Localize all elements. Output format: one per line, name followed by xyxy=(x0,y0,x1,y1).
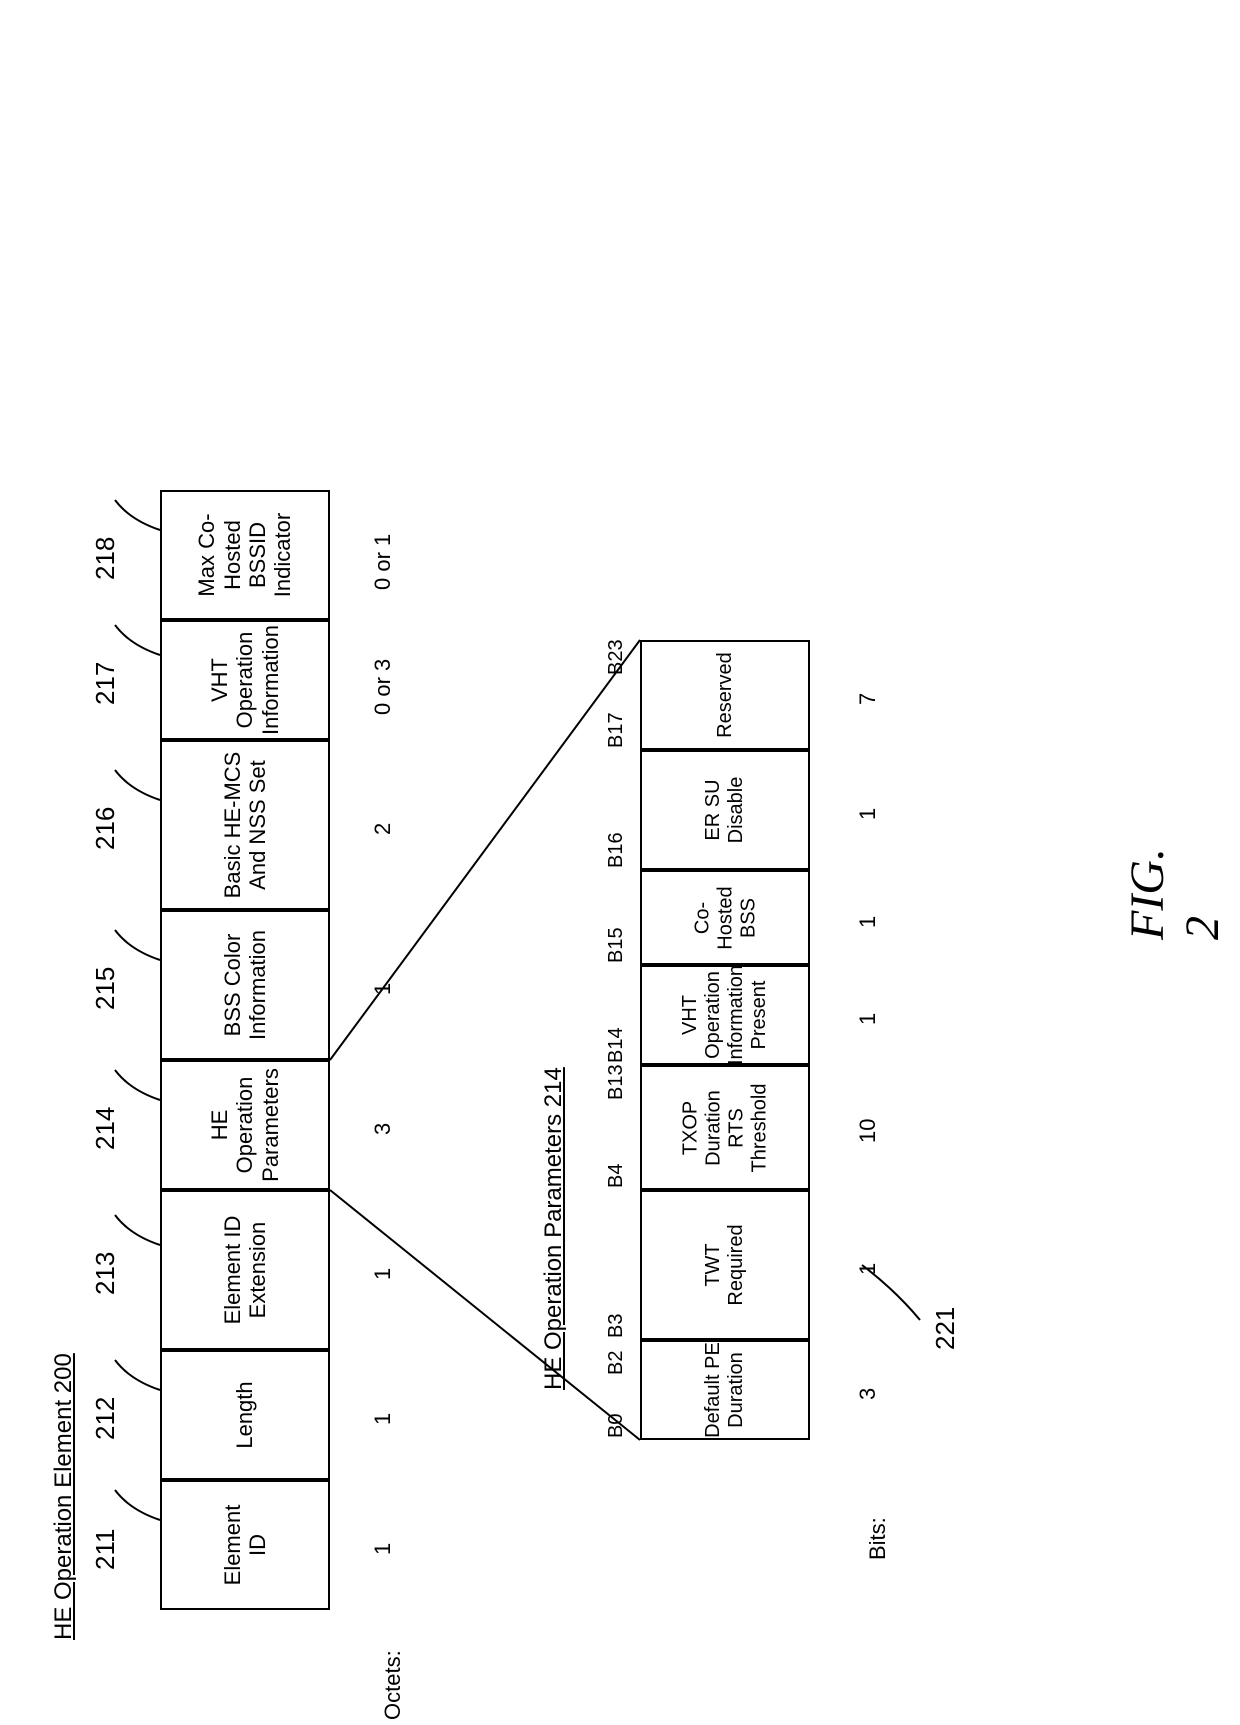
top-field-label: HE Operation Parameters xyxy=(160,1060,330,1190)
sub-bit-start: B0 xyxy=(605,1414,628,1438)
sub-ref-221: 221 xyxy=(930,1307,961,1350)
top-field-label: Basic HE-MCS And NSS Set xyxy=(160,740,330,910)
top-field-ref: 216 xyxy=(90,807,121,850)
top-field-size: 3 xyxy=(370,1123,396,1135)
sub-field-label: VHT Operation Information Present xyxy=(640,965,810,1065)
top-field-ref: 214 xyxy=(90,1107,121,1150)
sub-bit-end: B2 xyxy=(605,1351,628,1375)
sub-field-label: Co-Hosted BSS xyxy=(640,870,810,965)
top-field-label: Length xyxy=(160,1350,330,1480)
top-field-label: Element ID xyxy=(160,1480,330,1610)
sub-field-size: 7 xyxy=(855,693,881,705)
sub-bit-start: B15 xyxy=(605,927,628,963)
sub-field-size: 1 xyxy=(855,915,881,927)
top-field-ref: 211 xyxy=(90,1529,121,1570)
figure-label: FIG. 2 xyxy=(1120,820,1230,940)
sub-field-label: ER SU Disable xyxy=(640,750,810,870)
sub-field-label: TXOP Duration RTS Threshold xyxy=(640,1065,810,1190)
bits-label: Bits: xyxy=(865,1517,891,1560)
top-field-ref: 215 xyxy=(90,967,121,1010)
top-field-ref: 218 xyxy=(90,537,121,580)
top-field-size: 1 xyxy=(370,983,396,995)
top-field-label: BSS Color Information xyxy=(160,910,330,1060)
sub-bit-end: B13 xyxy=(605,1064,628,1100)
top-field-ref: 217 xyxy=(90,662,121,705)
sub-bit-start: B14 xyxy=(605,1027,628,1063)
sub-field-label: Default PE Duration xyxy=(640,1340,810,1440)
top-field-size: 0 or 3 xyxy=(370,659,396,715)
sub-field-size: 1 xyxy=(855,1263,881,1275)
sub-field-size: 3 xyxy=(855,1388,881,1400)
page-title: HE Operation Element 200 xyxy=(50,1353,78,1640)
top-field-size: 1 xyxy=(370,1413,396,1425)
sub-title: HE Operation Parameters 214 xyxy=(540,1067,568,1390)
top-field-label: VHT Operation Information xyxy=(160,620,330,740)
top-field-label: Max Co- Hosted BSSID Indicator xyxy=(160,490,330,620)
sub-field-label: Reserved xyxy=(640,640,810,750)
sub-bit-start: B17 xyxy=(605,712,628,748)
sub-field-label: TWT Required xyxy=(640,1190,810,1340)
top-field-size: 1 xyxy=(370,1268,396,1280)
sub-field-size: 10 xyxy=(855,1118,881,1142)
top-field-label: Element ID Extension xyxy=(160,1190,330,1350)
sub-bit-start: B4 xyxy=(605,1164,628,1188)
sub-bit-end: B23 xyxy=(605,639,628,675)
top-field-size: 2 xyxy=(370,823,396,835)
sub-bit-start: B16 xyxy=(605,832,628,868)
top-field-size: 1 xyxy=(370,1543,396,1555)
top-field-size: 0 or 1 xyxy=(370,534,396,590)
top-field-ref: 212 xyxy=(90,1397,121,1440)
sub-field-size: 1 xyxy=(855,1013,881,1025)
sub-field-size: 1 xyxy=(855,808,881,820)
top-field-ref: 213 xyxy=(90,1252,121,1295)
sub-bit-start: B3 xyxy=(605,1314,628,1338)
octets-label: Octets: xyxy=(380,1650,406,1720)
